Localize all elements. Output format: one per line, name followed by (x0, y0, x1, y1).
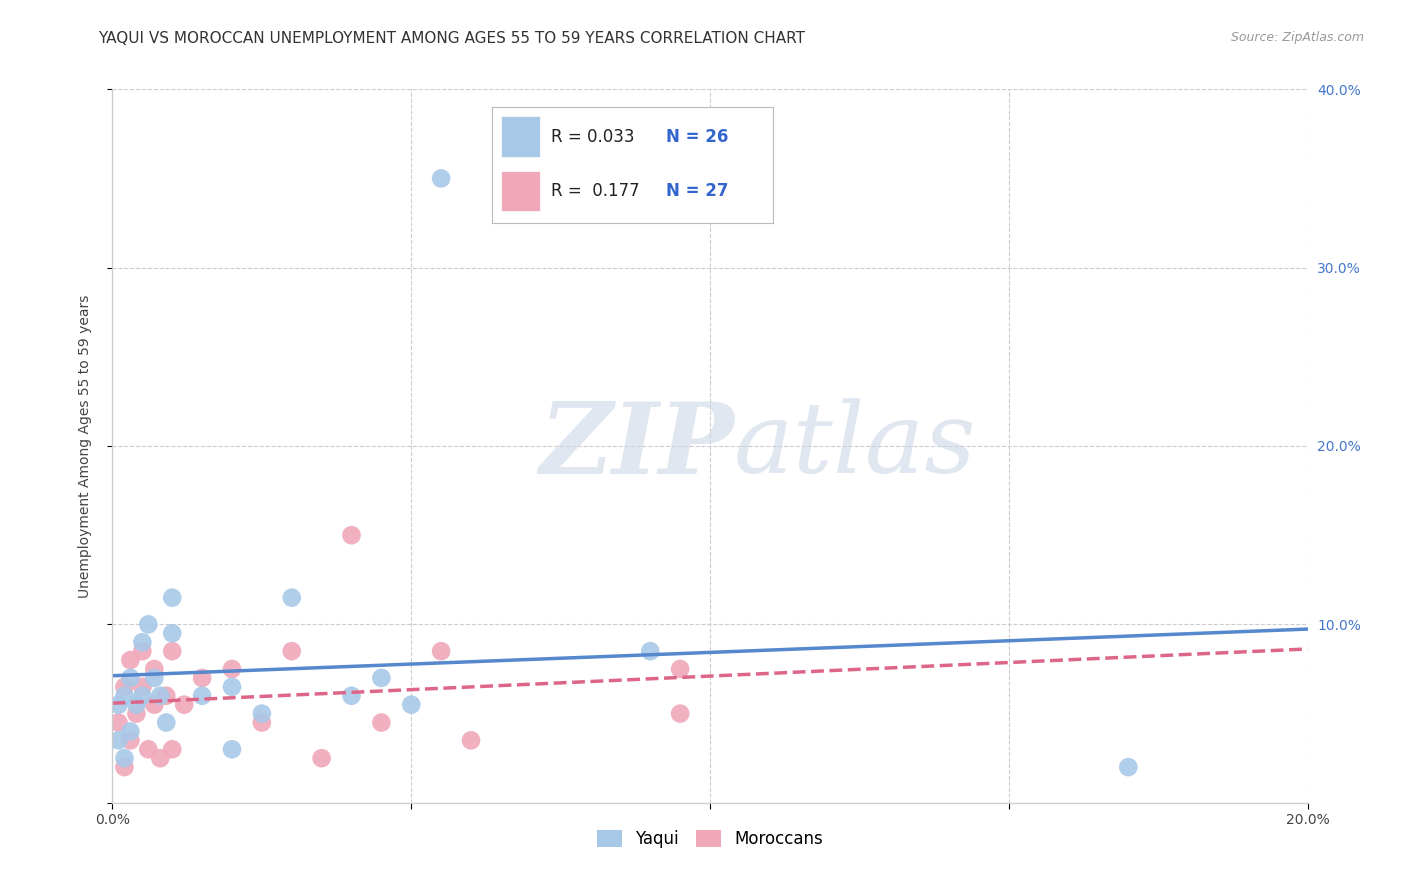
Point (640, 644, 662, 658)
Point (162, 644, 183, 658)
Point (125, 698, 148, 712)
Point (149, 689, 172, 703)
Point (120, 653, 142, 667)
Text: Source: ZipAtlas.com: Source: ZipAtlas.com (1230, 31, 1364, 45)
Point (191, 689, 214, 703)
Point (162, 742, 183, 756)
Point (191, 671, 214, 685)
Point (162, 591, 183, 605)
Point (131, 680, 153, 694)
Point (143, 662, 166, 676)
Point (250, 715, 273, 730)
Point (669, 706, 692, 721)
Point (114, 751, 135, 765)
Point (131, 635, 153, 649)
Point (250, 706, 273, 721)
Point (221, 662, 243, 676)
Point (340, 689, 363, 703)
Point (340, 528, 363, 542)
Point (155, 715, 177, 730)
Point (114, 689, 135, 703)
Text: N = 27: N = 27 (666, 182, 728, 200)
Point (120, 724, 142, 739)
Point (173, 698, 195, 712)
Point (221, 742, 243, 756)
Point (460, 733, 482, 747)
Point (138, 617, 160, 632)
Point (1118, 760, 1140, 774)
Text: R = 0.033: R = 0.033 (551, 128, 634, 145)
Y-axis label: Unemployment Among Ages 55 to 59 years: Unemployment Among Ages 55 to 59 years (77, 294, 91, 598)
Point (281, 644, 304, 658)
Point (401, 698, 423, 712)
Point (138, 742, 160, 756)
Bar (501, 116, 540, 157)
Text: N = 26: N = 26 (666, 128, 728, 145)
Point (155, 689, 177, 703)
Point (125, 706, 148, 721)
Point (370, 671, 392, 685)
Text: ZIP: ZIP (538, 398, 734, 494)
Point (311, 751, 333, 765)
Text: atlas: atlas (734, 399, 977, 493)
Point (430, 171, 453, 186)
Point (221, 680, 243, 694)
Point (162, 626, 183, 640)
Text: YAQUI VS MOROCCAN UNEMPLOYMENT AMONG AGES 55 TO 59 YEARS CORRELATION CHART: YAQUI VS MOROCCAN UNEMPLOYMENT AMONG AGE… (98, 31, 806, 46)
Point (370, 715, 392, 730)
Point (143, 671, 166, 685)
Text: R =  0.177: R = 0.177 (551, 182, 640, 200)
Point (669, 662, 692, 676)
Point (131, 644, 153, 658)
Point (107, 698, 129, 712)
Point (114, 760, 135, 774)
Point (107, 733, 129, 747)
Point (430, 644, 453, 658)
Point (107, 715, 129, 730)
Point (143, 698, 166, 712)
Point (120, 733, 142, 747)
Point (120, 671, 142, 685)
Point (281, 591, 304, 605)
Point (149, 751, 172, 765)
Bar (501, 171, 540, 211)
Point (114, 680, 135, 694)
Legend: Yaqui, Moroccans: Yaqui, Moroccans (591, 823, 830, 855)
Point (131, 689, 153, 703)
